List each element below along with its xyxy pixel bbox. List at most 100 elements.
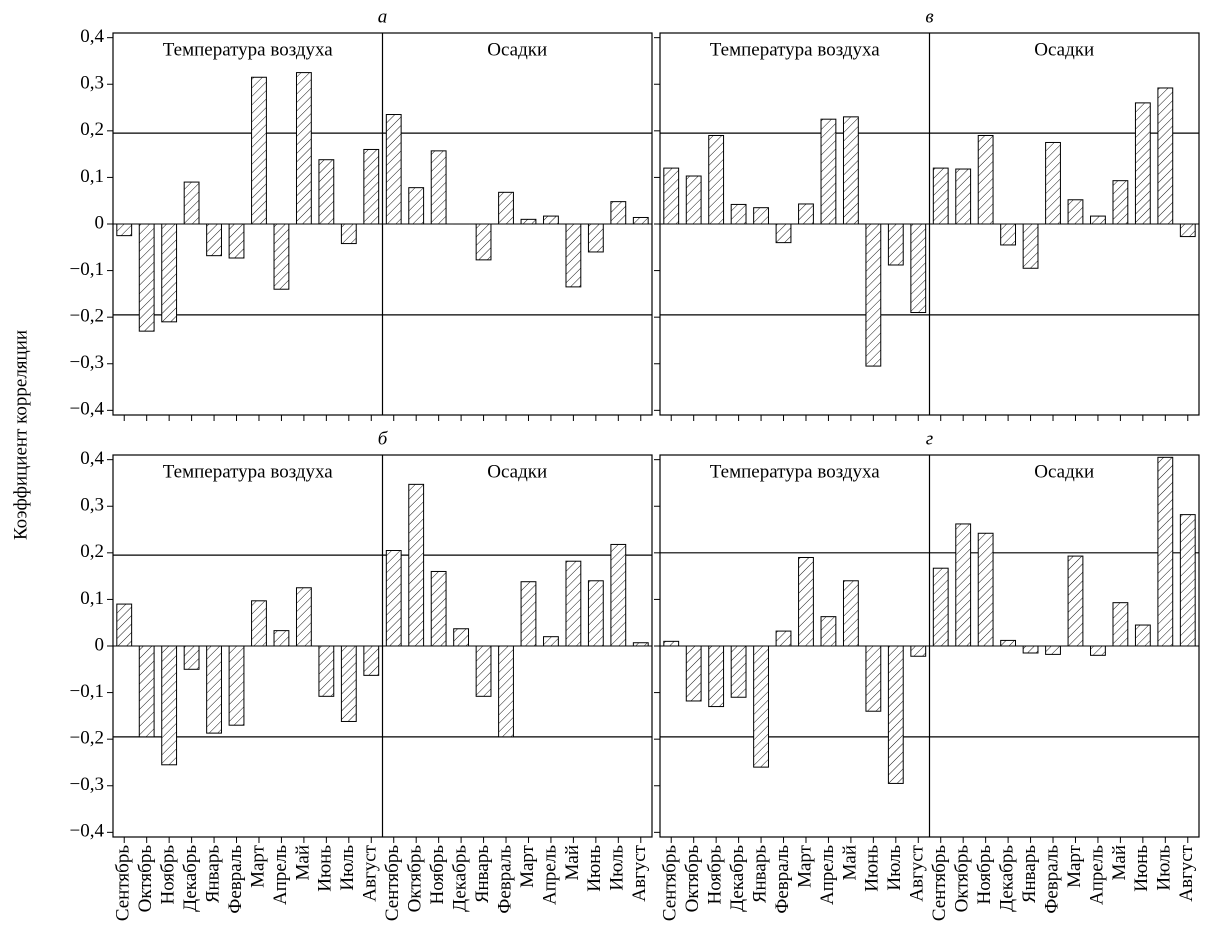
plot-frame (659, 32, 1200, 416)
x-tick-label: Декабрь (727, 845, 748, 912)
y-tick-label: 0,4 (80, 448, 104, 469)
panel-title: г (926, 428, 933, 449)
x-tick-label: Октябрь (405, 845, 426, 913)
bar (251, 76, 267, 225)
bar (775, 223, 792, 244)
bar (1112, 180, 1129, 225)
bar (820, 118, 837, 225)
bar (1134, 624, 1151, 647)
bar (138, 645, 155, 738)
group-label: Осадки (1034, 39, 1094, 60)
x-tick-label: Сентябрь (929, 845, 950, 921)
x-tick-label: Январь (1019, 845, 1040, 903)
x-tick-label: Апрель (270, 845, 291, 905)
x-tick-label: Январь (472, 845, 493, 903)
bar (910, 223, 927, 314)
bar (453, 628, 470, 647)
x-tick-label: Март (247, 844, 268, 888)
bar (116, 223, 133, 237)
panel-title: б (378, 428, 389, 449)
bar (408, 483, 425, 647)
bar (1045, 645, 1061, 655)
bar (685, 645, 702, 702)
bar (955, 523, 972, 647)
bar (730, 645, 747, 698)
group-label: Осадки (487, 461, 547, 482)
x-tick-label: Июль (884, 845, 905, 891)
y-tick-label: −0,4 (70, 399, 105, 420)
bar (1112, 602, 1129, 647)
y-tick-label: 0,3 (80, 495, 104, 516)
bar (318, 159, 335, 225)
bar (1179, 514, 1196, 647)
bar (318, 645, 335, 697)
y-tick-label: −0,1 (70, 681, 104, 702)
x-tick-label: Декабрь (996, 845, 1017, 912)
bar (610, 201, 627, 225)
bar (1179, 223, 1196, 238)
x-tick-label: Июнь (584, 845, 605, 892)
bar (798, 203, 814, 225)
y-tick-label: −0,4 (70, 821, 105, 842)
group-label: Осадки (487, 39, 547, 60)
plot-frame (112, 32, 653, 416)
x-tick-label: Август (907, 844, 928, 901)
bar (775, 630, 792, 647)
x-tick-label: Апрель (539, 845, 560, 905)
bar (708, 134, 725, 225)
x-tick-label: Ноябрь (705, 845, 726, 905)
x-tick-label: Март (517, 844, 538, 888)
x-tick-label: Июль (337, 845, 358, 891)
bar (161, 645, 178, 766)
x-tick-label: Декабрь (449, 845, 470, 912)
bar (632, 642, 649, 647)
y-axis-label: Коэффициент корреляции (10, 330, 31, 540)
bar (251, 600, 267, 647)
plot-frame (112, 454, 653, 838)
y-tick-label: 0 (95, 212, 105, 233)
x-tick-label: Август (629, 844, 650, 901)
bar (498, 645, 514, 738)
bar (753, 645, 769, 768)
bar (206, 645, 222, 734)
x-tick-label: Декабрь (180, 845, 201, 912)
y-tick-label: 0,1 (80, 166, 104, 187)
bar (340, 645, 357, 722)
bar (1067, 199, 1084, 225)
y-tick-label: −0,3 (70, 774, 104, 795)
bar (273, 223, 290, 290)
bar (475, 223, 492, 261)
panel-title: в (925, 6, 933, 27)
x-tick-label: Ноябрь (974, 845, 995, 905)
panel-title: а (378, 6, 388, 27)
x-tick-label: Май (562, 845, 583, 881)
bar (820, 616, 837, 647)
bar (842, 580, 859, 647)
bar (565, 560, 582, 647)
bar (865, 645, 882, 712)
bar (798, 556, 814, 647)
bar (887, 645, 904, 784)
bar (520, 581, 537, 647)
bar (1067, 555, 1084, 647)
bar (475, 645, 492, 697)
x-tick-label: Август (360, 844, 381, 901)
bar (116, 603, 133, 647)
bar (663, 167, 680, 225)
bar (932, 167, 949, 225)
x-tick-label: Сентябрь (113, 845, 134, 921)
bar (385, 114, 402, 225)
x-tick-label: Май (839, 845, 860, 881)
bar (685, 175, 702, 225)
group-label: Температура воздуха (710, 39, 881, 60)
x-tick-label: Сентябрь (382, 845, 403, 921)
bar (932, 567, 949, 647)
x-tick-label: Июль (1154, 845, 1175, 891)
bar (273, 630, 290, 647)
bar (565, 223, 582, 288)
x-tick-label: Февраль (1041, 845, 1062, 914)
bar (183, 181, 200, 225)
bar (842, 116, 859, 225)
x-tick-label: Октябрь (135, 845, 156, 913)
